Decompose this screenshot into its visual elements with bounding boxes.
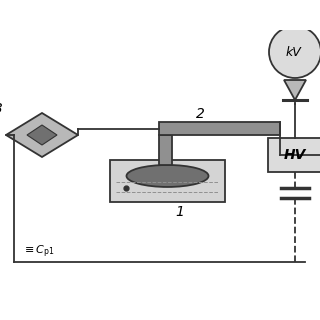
- Ellipse shape: [126, 165, 209, 187]
- Polygon shape: [6, 113, 78, 157]
- Text: HV: HV: [284, 148, 306, 162]
- Bar: [268, 138, 320, 172]
- Polygon shape: [284, 80, 306, 100]
- Text: 2: 2: [196, 107, 205, 121]
- Text: 1: 1: [175, 205, 184, 219]
- Polygon shape: [27, 125, 57, 145]
- Bar: [110, 160, 225, 202]
- Bar: [159, 135, 172, 165]
- Text: kV: kV: [285, 45, 301, 59]
- Text: $\equiv C_{\mathrm{p1}}$: $\equiv C_{\mathrm{p1}}$: [22, 244, 55, 260]
- Circle shape: [269, 26, 320, 78]
- Text: 3: 3: [0, 102, 3, 116]
- Bar: [159, 122, 280, 135]
